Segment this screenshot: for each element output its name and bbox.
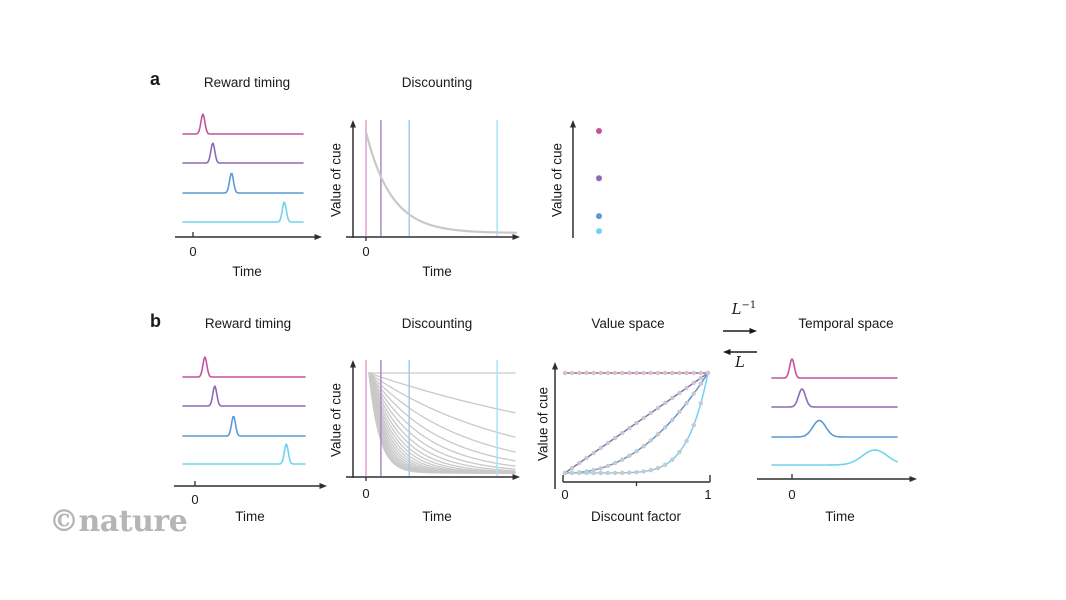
b-value-space-ylabel: Value of cue (535, 386, 551, 462)
laplace-forward-label: L (735, 355, 745, 371)
nature-watermark: ©nature (49, 504, 188, 539)
a-reward-timing-title: Reward timing (203, 75, 291, 90)
laplace-inverse-sup: −1 (741, 300, 757, 312)
b-value-space-x0-tick: 0 (561, 487, 569, 502)
a-cue-values-ylabel: Value of cue (549, 142, 565, 218)
b-reward-timing-title: Reward timing (204, 316, 292, 331)
a-reward-timing-xlabel: Time (232, 264, 262, 279)
b-discounting-ylabel: Value of cue (328, 382, 344, 458)
b-reward-timing-x0-tick: 0 (191, 492, 199, 507)
a-discounting-ylabel: Value of cue (328, 142, 344, 218)
plot-a-cue-values (570, 120, 602, 238)
plot-a-reward-timing (175, 113, 322, 240)
a-reward-timing-x0-tick: 0 (189, 244, 197, 259)
b-value-space-x1-tick: 1 (704, 487, 712, 502)
b-value-space-xlabel: Discount factor (590, 509, 682, 524)
b-discounting-x0-tick: 0 (362, 486, 370, 501)
a-discounting-xlabel: Time (422, 264, 452, 279)
laplace-transform-arrows (723, 328, 757, 355)
laplace-inverse-base: L (731, 302, 742, 318)
laplace-inverse-label: L−1 (731, 300, 757, 319)
plot-b-discounting (346, 360, 520, 481)
panel-b-label: b (150, 311, 161, 331)
panel-a-label: a (150, 69, 161, 89)
b-discounting-xlabel: Time (422, 509, 452, 524)
plot-a-discounting (346, 120, 520, 241)
plot-b-value-space (552, 362, 711, 489)
a-discounting-title: Discounting (401, 75, 473, 90)
b-value-space-title: Value space (591, 316, 665, 331)
plot-b-reward-timing (174, 356, 327, 489)
a-discounting-x0-tick: 0 (362, 244, 370, 259)
b-temporal-space-x0-tick: 0 (788, 487, 796, 502)
b-discounting-title: Discounting (401, 316, 473, 331)
b-reward-timing-xlabel: Time (235, 509, 265, 524)
plot-b-temporal-space (757, 358, 917, 482)
b-temporal-space-title: Temporal space (798, 316, 894, 331)
b-temporal-space-xlabel: Time (825, 509, 855, 524)
